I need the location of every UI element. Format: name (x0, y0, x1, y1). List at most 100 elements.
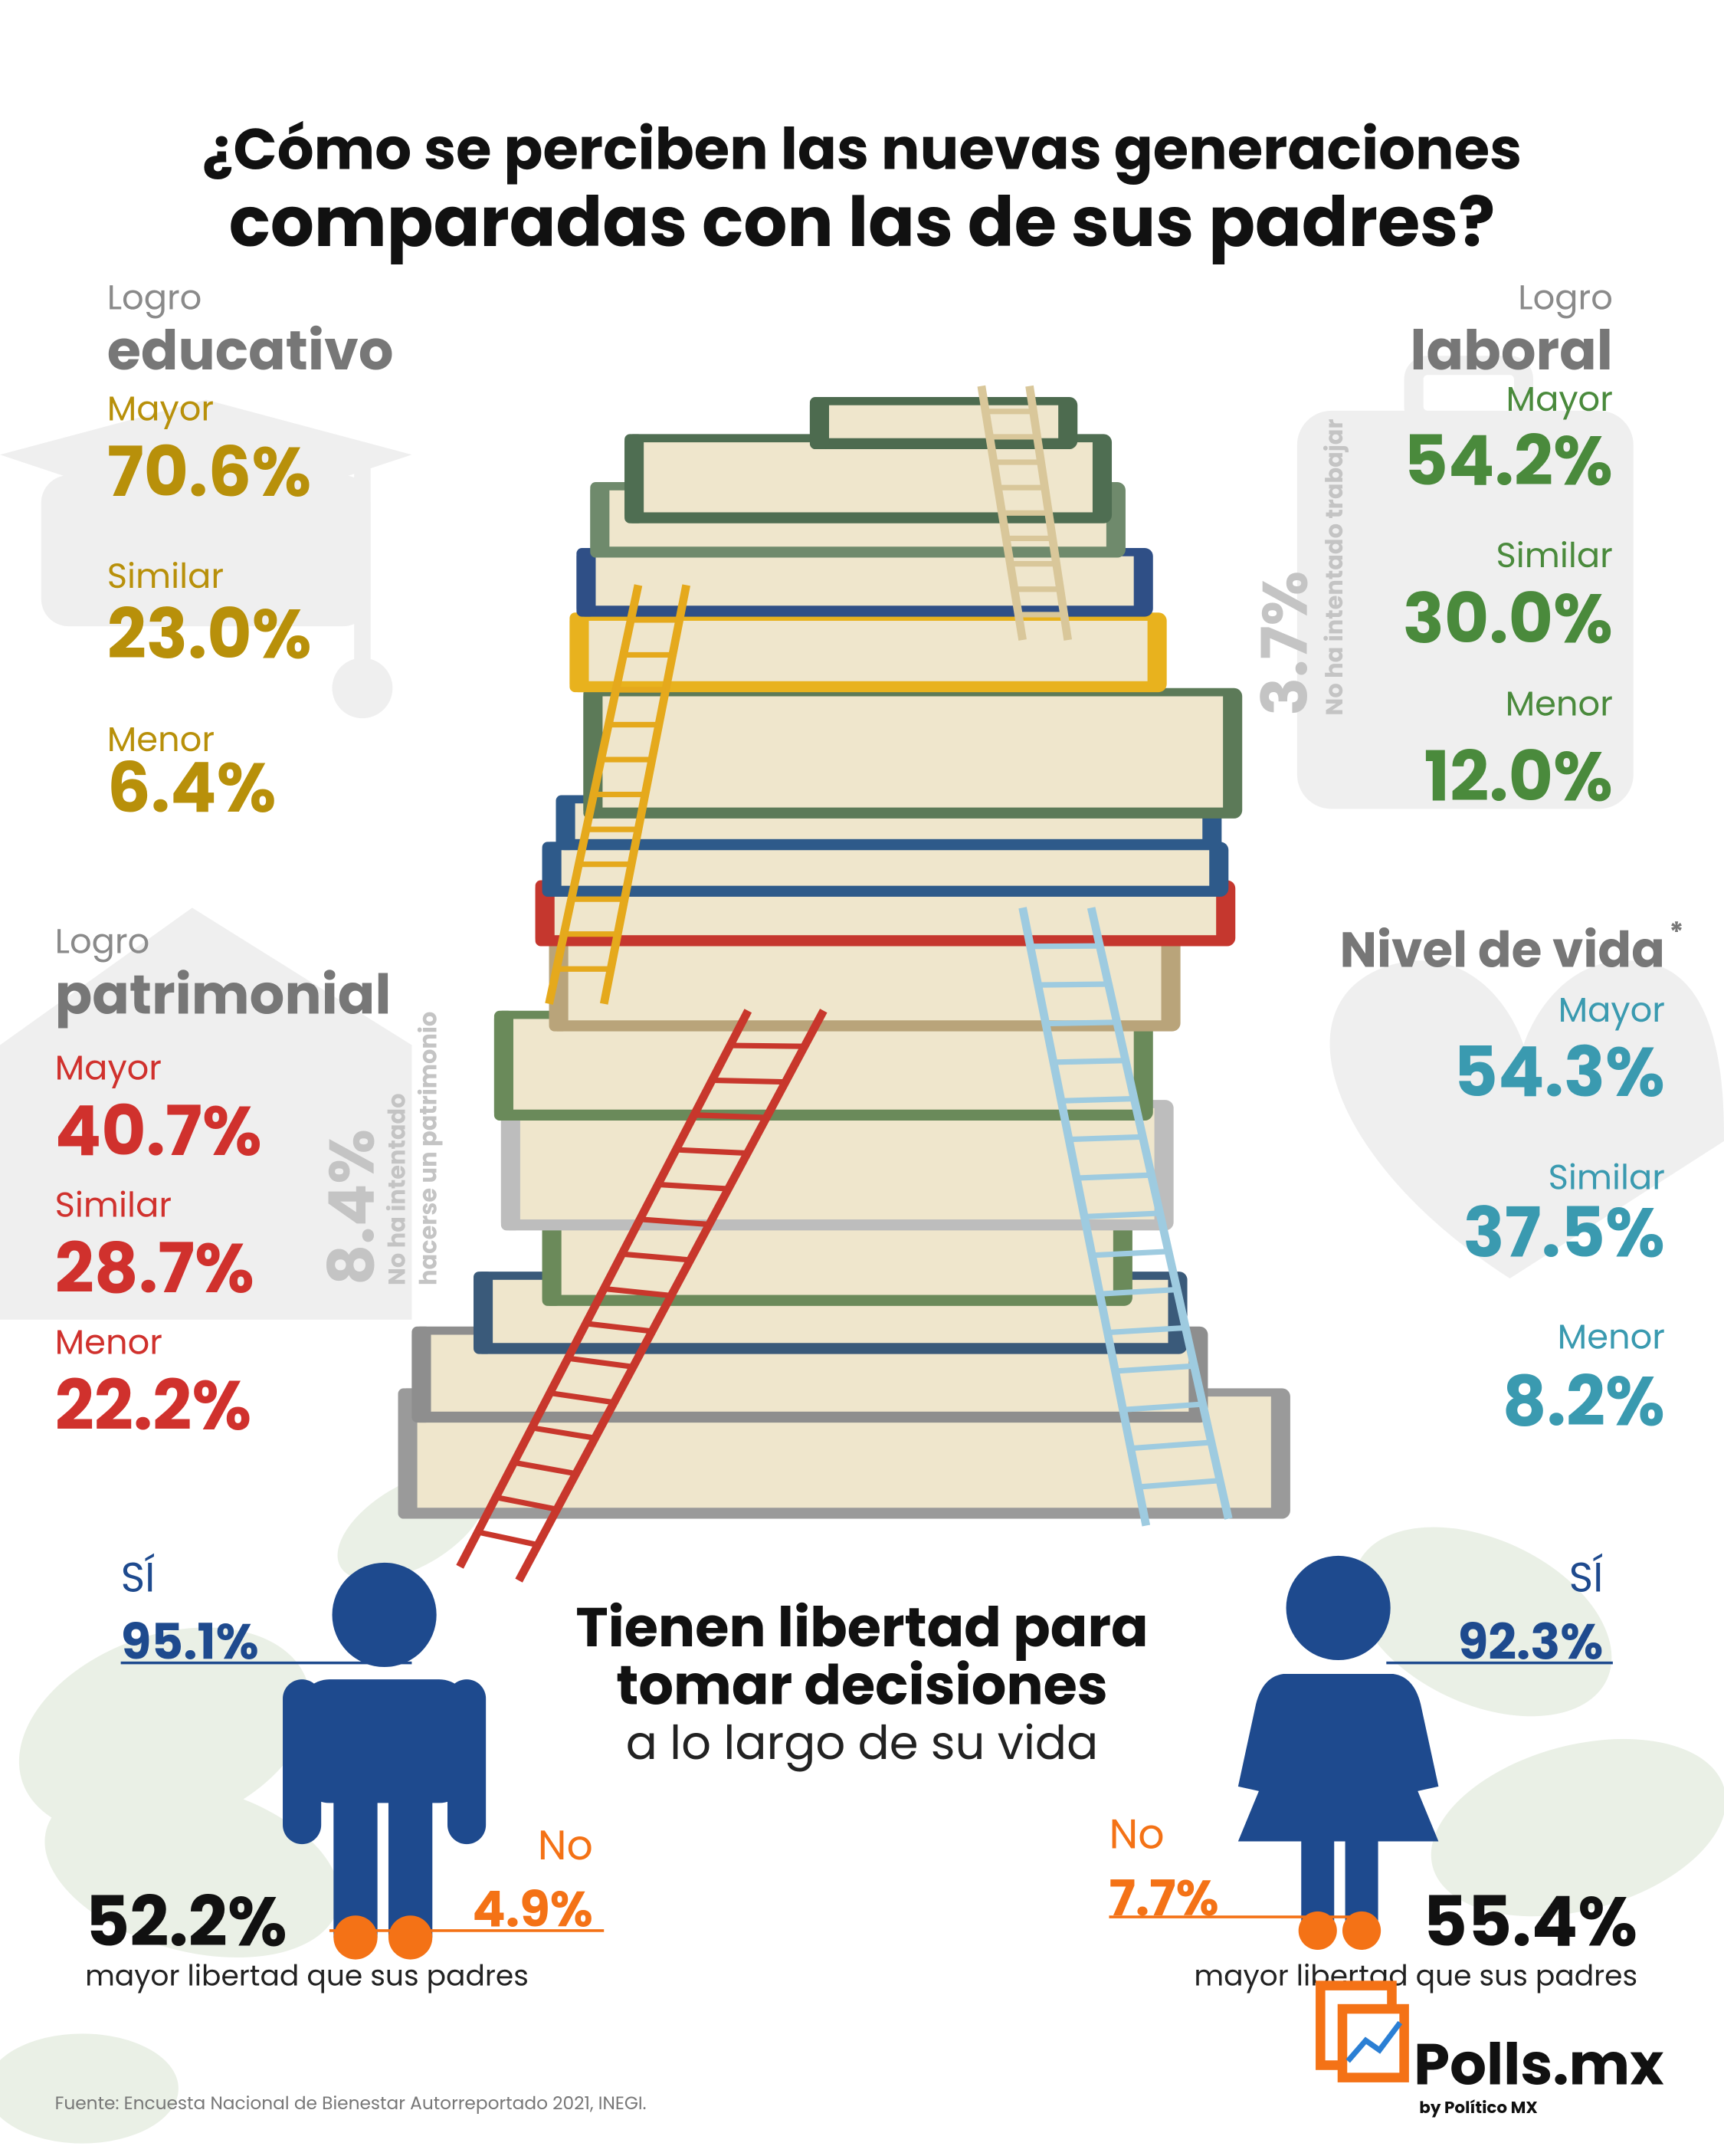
ladder-rung (549, 1390, 615, 1406)
ladder-rung (1138, 1478, 1221, 1490)
book-spine (549, 935, 569, 1032)
ladder-rung (531, 1425, 596, 1441)
ladder-rung (1084, 1210, 1160, 1220)
educativo-block: Logro educativo Mayor 70.6% Similar 23.0… (107, 273, 394, 836)
logo: Polls.mx by Político MX (1316, 1980, 1663, 2119)
item-value: 30.0% (1403, 572, 1613, 668)
book-stack (398, 396, 1290, 1519)
ladder-rung (657, 1181, 729, 1192)
section-label: Logro (107, 273, 202, 321)
ladder-rung (1076, 1172, 1152, 1181)
woman-icon (1237, 1555, 1439, 1951)
more-value: 52.2% (85, 1875, 287, 1971)
section-name: educativo (107, 313, 394, 389)
more-text: mayor libertad que sus padres (85, 1957, 529, 1997)
section-name: Nivel de vida (1340, 914, 1665, 984)
section-label: Logro (1518, 273, 1613, 321)
nivel-block: Nivel de vida Mayor 54.3% Similar 37.5% … (1340, 914, 1665, 1449)
ladder-rung (513, 1459, 577, 1477)
ladder-rung (712, 1077, 786, 1085)
item-label: Similar (1496, 531, 1613, 579)
book-spine (556, 795, 575, 851)
book-spine (500, 1100, 520, 1231)
ladder-rung (1045, 1019, 1117, 1027)
ladder-rung (567, 1355, 634, 1370)
note-value: 8.4% (306, 1129, 395, 1285)
item-label: Mayor (107, 384, 214, 432)
yes-value: 95.1% (121, 1606, 259, 1676)
section-label: Logro (55, 917, 150, 965)
book-spine (624, 434, 644, 523)
background-leaves (0, 1471, 1724, 2144)
item-label: Menor (107, 715, 215, 763)
book-pages (559, 943, 1162, 1021)
yes-value: 92.3% (1458, 1606, 1604, 1676)
book-pages (552, 850, 1210, 886)
book-pages (594, 696, 1224, 808)
title-line: ¿Cómo se perciben las nuevas generacione… (202, 110, 1522, 190)
logo-by: by Político MX (1419, 2095, 1537, 2119)
yes-label: SÍ (121, 1548, 156, 1606)
ladder-rung (1037, 981, 1109, 988)
ladder-rung (1107, 1324, 1186, 1336)
item-value: 70.6% (107, 425, 312, 520)
book-pages (505, 1019, 1134, 1110)
yes-label: SÍ (1569, 1548, 1604, 1606)
ladder-rung (1060, 1095, 1135, 1104)
item-value: 23.0% (107, 586, 312, 682)
ladder-rung (477, 1529, 539, 1548)
book-spine (576, 548, 596, 617)
book-spine (493, 1010, 513, 1121)
ladder-rung (729, 1042, 805, 1049)
ladder-rung (1123, 1401, 1203, 1413)
book-spine (542, 842, 562, 898)
ladder-rung (585, 1321, 653, 1334)
note-text: hacerse un patrimonio (412, 1012, 445, 1285)
book-spine (809, 396, 830, 450)
note-value: 3.7% (1240, 571, 1329, 716)
title-line: comparadas con las de sus padres? (229, 175, 1496, 271)
item-value: 8.2% (1503, 1354, 1665, 1450)
item-label: Similar (55, 1180, 172, 1229)
ladder-rung (693, 1112, 767, 1121)
source: Fuente: Encuesta Nacional de Bienestar A… (55, 2092, 647, 2116)
ladder-rung (495, 1495, 558, 1512)
item-value: 28.7% (55, 1221, 254, 1317)
item-value: 12.0% (1424, 730, 1613, 825)
item-value: 6.4% (107, 740, 277, 836)
book-spine (411, 1326, 431, 1423)
item-label: Mayor (1558, 986, 1665, 1034)
item-value: 22.2% (55, 1358, 252, 1454)
more-value: 55.4% (1423, 1875, 1637, 1971)
background-icons (0, 356, 1724, 1320)
more-text: mayor libertad que sus padres (1194, 1957, 1637, 1997)
ladder-rung (639, 1216, 710, 1228)
section-name: laboral (1410, 313, 1613, 389)
freedom-title: Tienen libertad para (575, 1590, 1148, 1666)
no-label: No (538, 1816, 593, 1874)
item-value: 40.7% (55, 1084, 262, 1180)
item-label: Menor (1558, 1312, 1665, 1360)
book-spine (590, 482, 610, 558)
ladder-rung (676, 1147, 748, 1157)
patrimonial-block: Logro patrimonial Mayor 40.7% Similar 28… (55, 917, 392, 1454)
ladder-rung (1068, 1134, 1143, 1143)
no-label: No (1109, 1805, 1164, 1862)
item-label: Similar (107, 552, 224, 600)
item-value: 54.3% (1454, 1025, 1665, 1121)
freedom-subtitle: a lo largo de su vida (626, 1711, 1099, 1776)
asterisk: * (1669, 913, 1683, 952)
item-label: Menor (55, 1318, 162, 1367)
section-name: patrimonial (55, 957, 392, 1033)
item-label: Mayor (55, 1043, 162, 1091)
note-text: No ha intentado (380, 1093, 413, 1285)
laboral-block: Logro laboral Mayor 54.2% Similar 30.0% … (1403, 273, 1613, 825)
logo-name: Polls.mx (1414, 2025, 1663, 2105)
ladder-rung (1053, 1058, 1126, 1065)
ladder-rung (1030, 943, 1100, 950)
item-label: Menor (1506, 680, 1613, 728)
ladder-rung (1100, 1287, 1178, 1297)
